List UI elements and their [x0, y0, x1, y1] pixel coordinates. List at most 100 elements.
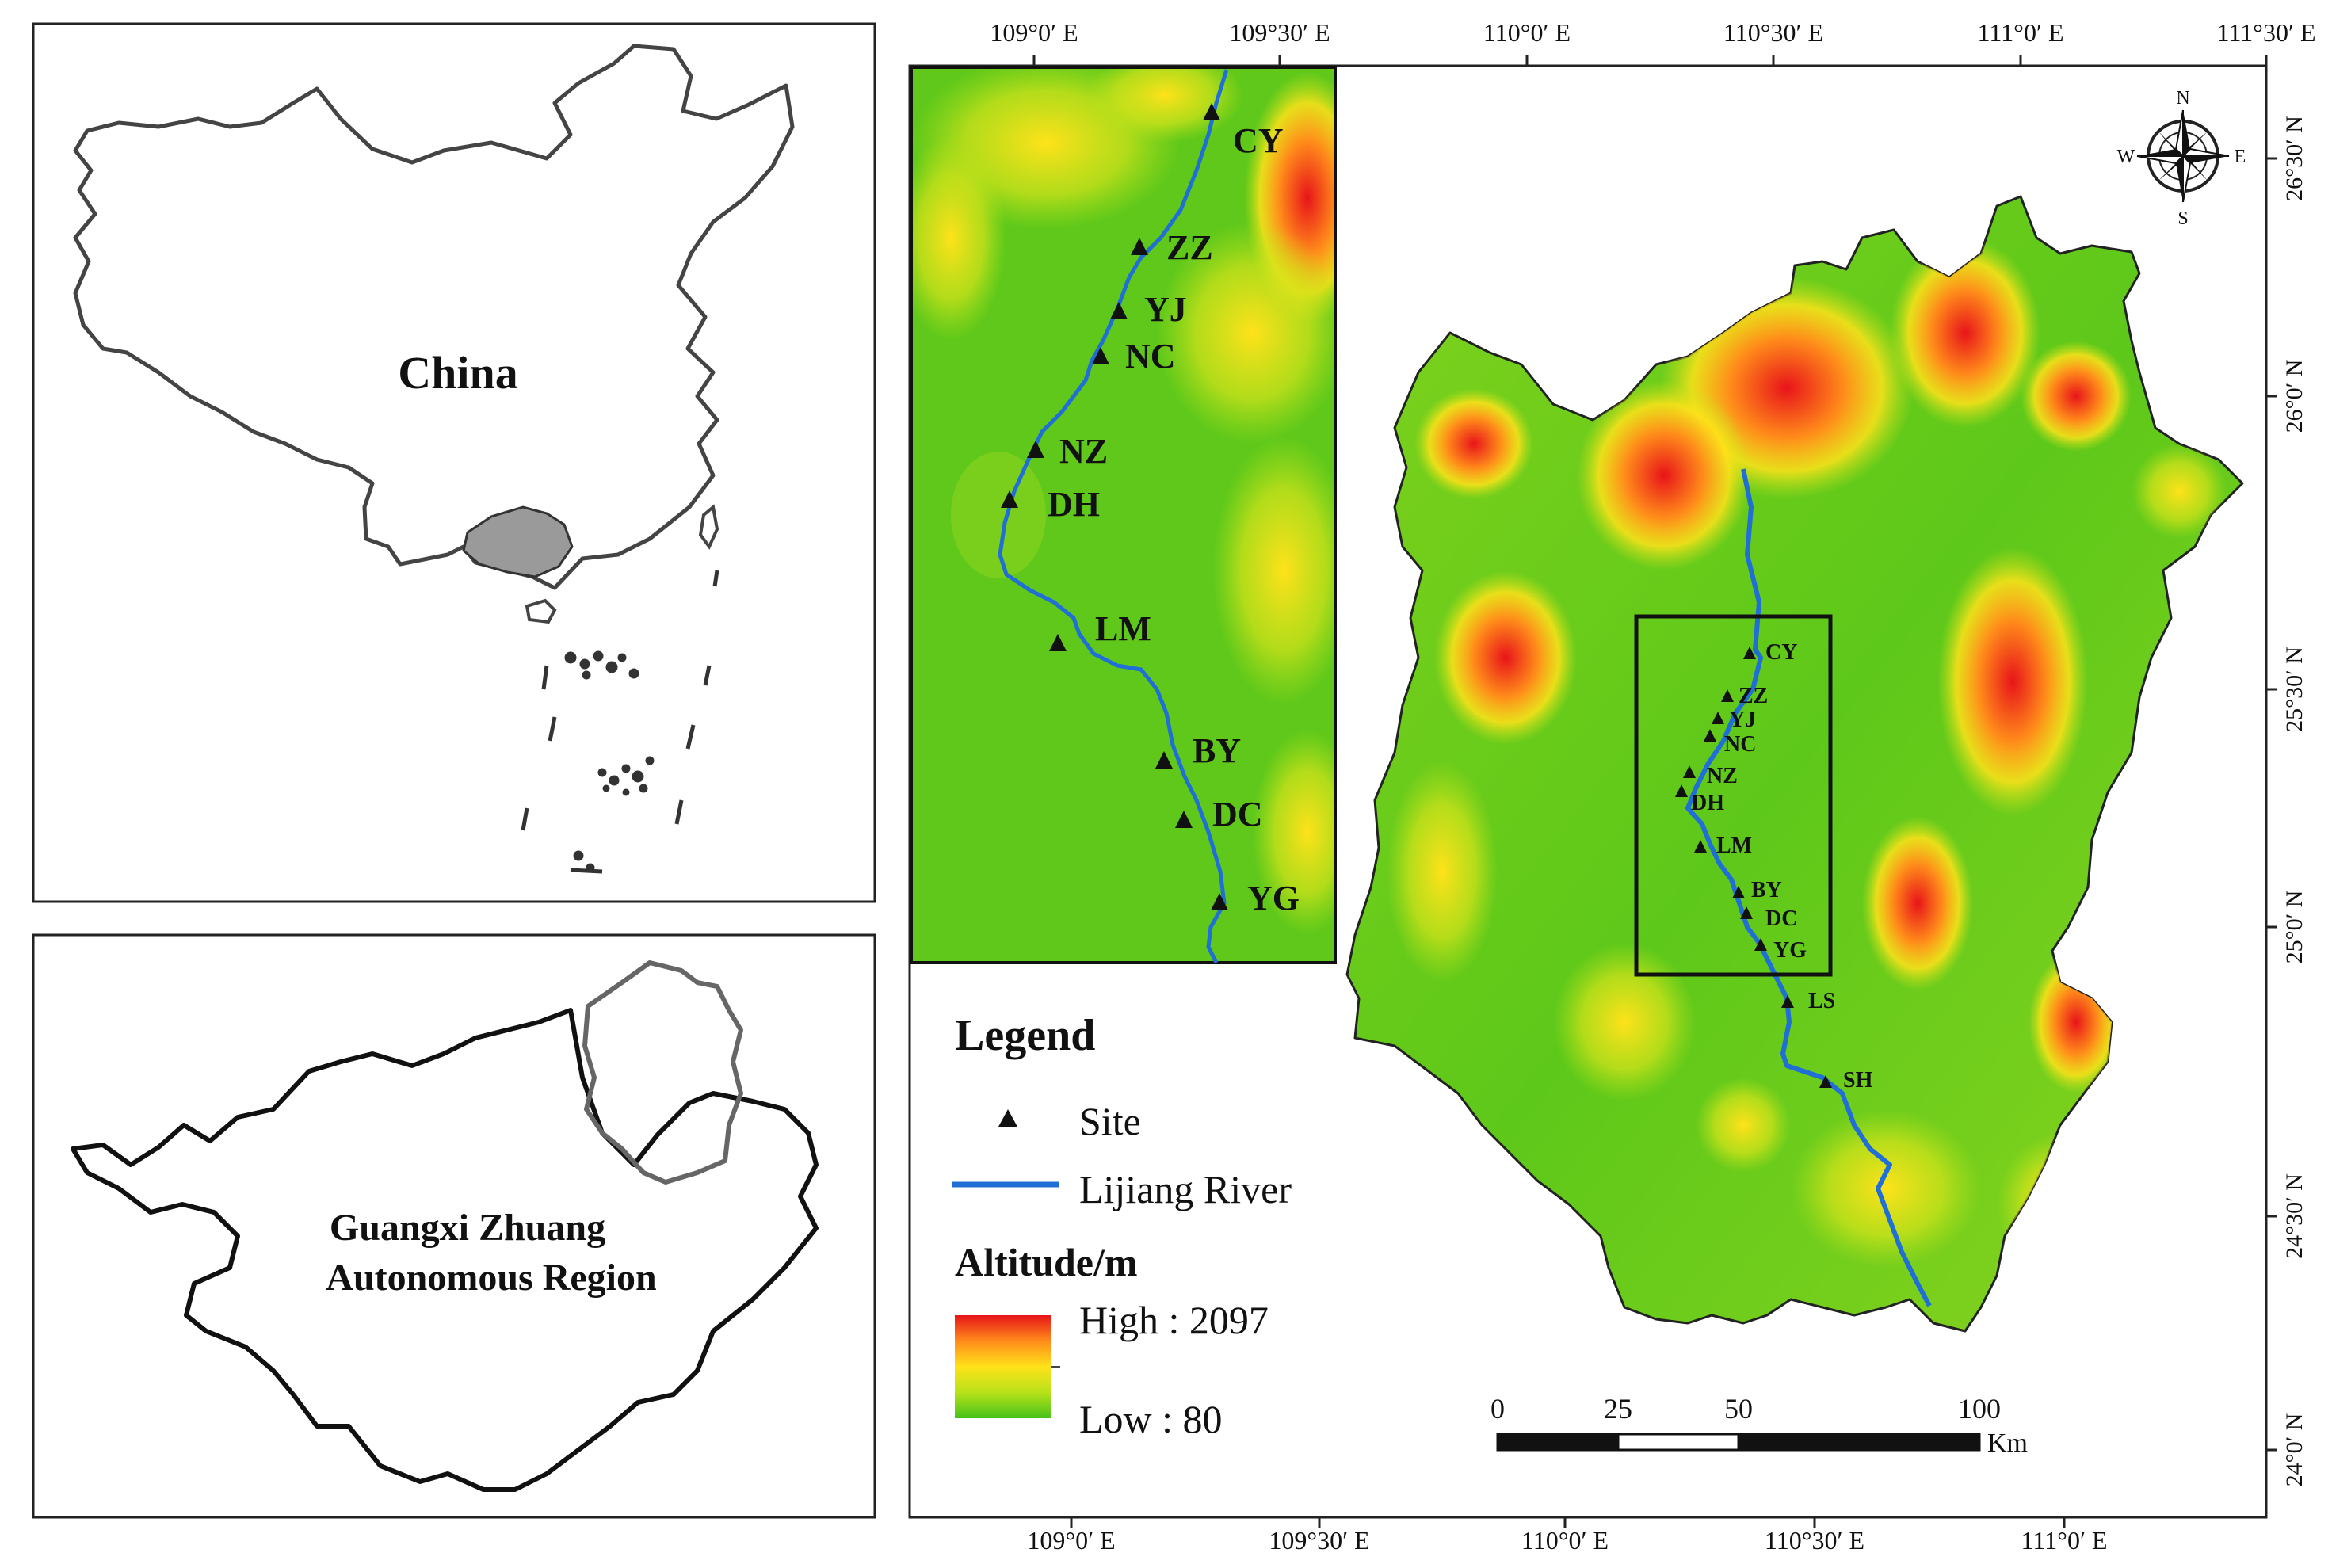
- site-inset-dc: DC: [1175, 795, 1263, 834]
- legend-altitude-ramp: [955, 1315, 1051, 1418]
- svg-text:NC: NC: [1724, 732, 1756, 757]
- right-latitude-labels: 26°30′ N 26°0′ N 25°30′ N 25°0′ N 24°30′…: [2281, 116, 2307, 1486]
- scale-tick-50: 50: [1724, 1393, 1753, 1425]
- site-main-dc: DC: [1740, 906, 1797, 931]
- lat-26-30: 26°30′ N: [2281, 116, 2307, 201]
- site-inset-nc: NC: [1092, 337, 1176, 376]
- study-area-terrain: [1345, 195, 2244, 1333]
- svg-text:YG: YG: [1773, 938, 1807, 963]
- bottom-longitude-labels: 109°0′ E 109°30′ E 110°0′ E 110°30′ E 11…: [1027, 1526, 2107, 1555]
- inset-frame: [910, 66, 1337, 964]
- inset-map: [910, 66, 1337, 964]
- site-inset-zz: ZZ: [1131, 228, 1213, 267]
- legend-low-label: Low : 80: [1079, 1397, 1223, 1441]
- svg-text:YJ: YJ: [1144, 290, 1187, 329]
- site-main-nc: NC: [1704, 729, 1756, 757]
- site-main-dh: DH: [1675, 784, 1724, 815]
- legend-river-label: Lijiang River: [1079, 1167, 1292, 1211]
- top-lon-110-00: 110°0′ E: [1483, 18, 1571, 47]
- svg-text:CY: CY: [1233, 121, 1284, 160]
- svg-text:LS: LS: [1808, 989, 1835, 1013]
- site-inset-by: BY: [1155, 731, 1241, 770]
- lat-25-30: 25°30′ N: [2281, 647, 2307, 732]
- top-longitude-labels: 109°0′ E 109°30′ E 110°0′ E 110°30′ E 11…: [990, 18, 2315, 47]
- top-lon-109-30: 109°30′ E: [1229, 18, 1330, 47]
- guangxi-label-line1: Guangxi Zhuang: [330, 1207, 605, 1249]
- inset-extent-box: [1634, 614, 1833, 977]
- scale-tick-100: 100: [1958, 1393, 2001, 1425]
- legend-high-label: High : 2097: [1079, 1298, 1269, 1342]
- site-main-sh: SH: [1819, 1068, 1873, 1093]
- main-map-panel: CY ZZ YJ NC NZ DH LM BY DC YG CY ZZ YJ N…: [908, 18, 2315, 1555]
- bottom-lon-110-30: 110°30′ E: [1765, 1526, 1864, 1555]
- inset-sites: CY ZZ YJ NC NZ DH LM BY DC YG: [1001, 103, 1300, 918]
- top-lon-111-00: 111°0′ E: [1978, 18, 2064, 47]
- site-main-by: BY: [1732, 878, 1782, 902]
- svg-text:CY: CY: [1765, 640, 1797, 665]
- lijiang-river-inset: [998, 69, 1229, 964]
- site-main-zz: ZZ: [1721, 684, 1768, 708]
- main-sites: CY ZZ YJ NC NZ DH LM BY DC YG LS SH: [1675, 640, 1873, 1093]
- svg-text:DC: DC: [1765, 906, 1797, 931]
- svg-text:ZZ: ZZ: [1166, 228, 1213, 267]
- svg-text:YJ: YJ: [1729, 708, 1756, 732]
- bottom-lon-111-00: 111°0′ E: [2021, 1526, 2108, 1555]
- legend-title: Legend: [955, 1011, 1095, 1060]
- study-area-outline: [582, 960, 743, 1185]
- bottom-lon-109-00: 109°0′ E: [1027, 1526, 1115, 1555]
- china-label: China: [398, 347, 518, 399]
- top-longitude-ticks: [1032, 55, 2268, 66]
- bottom-longitude-ticks: [1070, 1517, 2066, 1528]
- site-inset-cy: CY: [1203, 103, 1284, 160]
- svg-text:ZZ: ZZ: [1739, 684, 1768, 708]
- svg-text:NC: NC: [1125, 337, 1176, 376]
- lijiang-river-main: [1685, 468, 1932, 1307]
- compass-e: E: [2235, 147, 2246, 167]
- top-lon-111-30: 111°30′ E: [2217, 18, 2316, 47]
- lat-25-00: 25°0′ N: [2281, 891, 2307, 964]
- china-outline: [73, 44, 795, 590]
- lat-24-00: 24°0′ N: [2281, 1413, 2307, 1487]
- svg-text:DH: DH: [1048, 485, 1100, 524]
- svg-text:BY: BY: [1193, 731, 1241, 770]
- legend-altitude-title: Altitude/m: [955, 1240, 1138, 1284]
- guangxi-in-china: [462, 505, 574, 578]
- svg-text:LM: LM: [1095, 609, 1151, 648]
- site-inset-yj: YJ: [1110, 290, 1187, 329]
- svg-text:DC: DC: [1212, 795, 1263, 834]
- top-lon-110-30: 110°30′ E: [1723, 18, 1823, 47]
- svg-text:SH: SH: [1843, 1068, 1873, 1093]
- inset-relief: [911, 67, 1335, 935]
- legend: Legend Site Lijiang River Altitude/m Hig…: [952, 1011, 1292, 1441]
- legend-site-symbol: [998, 1109, 1017, 1127]
- china-panel: China: [32, 22, 876, 903]
- site-inset-lm: LM: [1049, 609, 1151, 651]
- site-inset-dh: DH: [1001, 485, 1100, 524]
- scale-unit: Km: [1987, 1429, 2028, 1458]
- right-latitude-ticks: [2266, 157, 2277, 1452]
- site-main-cy: CY: [1743, 640, 1797, 665]
- scale-tick-0: 0: [1490, 1393, 1505, 1425]
- compass-s: S: [2177, 208, 2188, 229]
- svg-text:YG: YG: [1247, 879, 1300, 918]
- study-area-relief: [1387, 238, 2227, 1276]
- bottom-lon-110-00: 110°0′ E: [1521, 1526, 1609, 1555]
- guangxi-label-line2: Autonomous Region: [326, 1257, 656, 1299]
- site-main-nz: NZ: [1683, 764, 1738, 788]
- scale-tick-25: 25: [1604, 1393, 1632, 1425]
- hainan-island: [525, 598, 557, 624]
- site-main-ls: LS: [1781, 989, 1835, 1013]
- site-main-yg: YG: [1754, 938, 1807, 963]
- svg-text:NZ: NZ: [1707, 764, 1738, 788]
- svg-text:DH: DH: [1691, 791, 1724, 815]
- svg-text:BY: BY: [1751, 878, 1782, 902]
- compass-w: W: [2117, 147, 2135, 167]
- legend-site-label: Site: [1079, 1099, 1141, 1143]
- north-arrow: N S E W: [2117, 88, 2246, 229]
- bottom-lon-109-30: 109°30′ E: [1269, 1526, 1369, 1555]
- top-lon-109-00: 109°0′ E: [990, 18, 1078, 47]
- scale-bar: 0 25 50 100 Km: [1490, 1393, 2028, 1458]
- compass-n: N: [2176, 88, 2189, 109]
